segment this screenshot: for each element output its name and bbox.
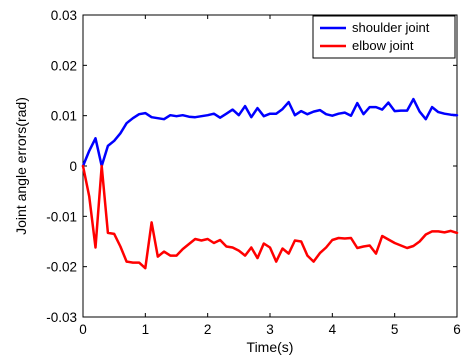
legend: shoulder joint elbow joint [312,15,456,59]
legend-box [312,15,456,59]
plot-area [82,14,458,318]
y-tick-label: 0.01 [51,109,77,124]
x-tick-label: 4 [329,322,337,337]
x-tick-label: 1 [142,322,150,337]
x-tick-label: 5 [391,322,399,337]
series-line-shoulder-joint [81,97,459,168]
y-tick-label: -0.02 [46,260,77,275]
y-tick-label: 0 [69,159,77,174]
y-tick-label: -0.03 [46,310,77,325]
legend-label-shoulder: shoulder joint [352,20,430,35]
x-tick-labels: 0 1 2 3 4 5 6 [79,322,461,337]
x-tick-label: 3 [266,322,274,337]
x-axis-label: Time(s) [247,339,294,355]
y-tick-labels: 0.03 0.02 0.01 0 -0.01 -0.02 -0.03 [46,8,77,325]
x-tick-label: 6 [453,322,461,337]
y-tick-label: 0.02 [51,58,77,73]
x-tick-label: 0 [79,322,87,337]
series-line-elbow-joint [81,164,459,270]
x-tick-label: 2 [204,322,212,337]
y-tick-label: -0.01 [46,209,77,224]
y-tick-label: 0.03 [51,8,77,23]
legend-label-elbow: elbow joint [352,38,414,53]
y-axis-label: Joint angle errors(rad) [13,97,29,235]
series-lines [81,97,459,270]
